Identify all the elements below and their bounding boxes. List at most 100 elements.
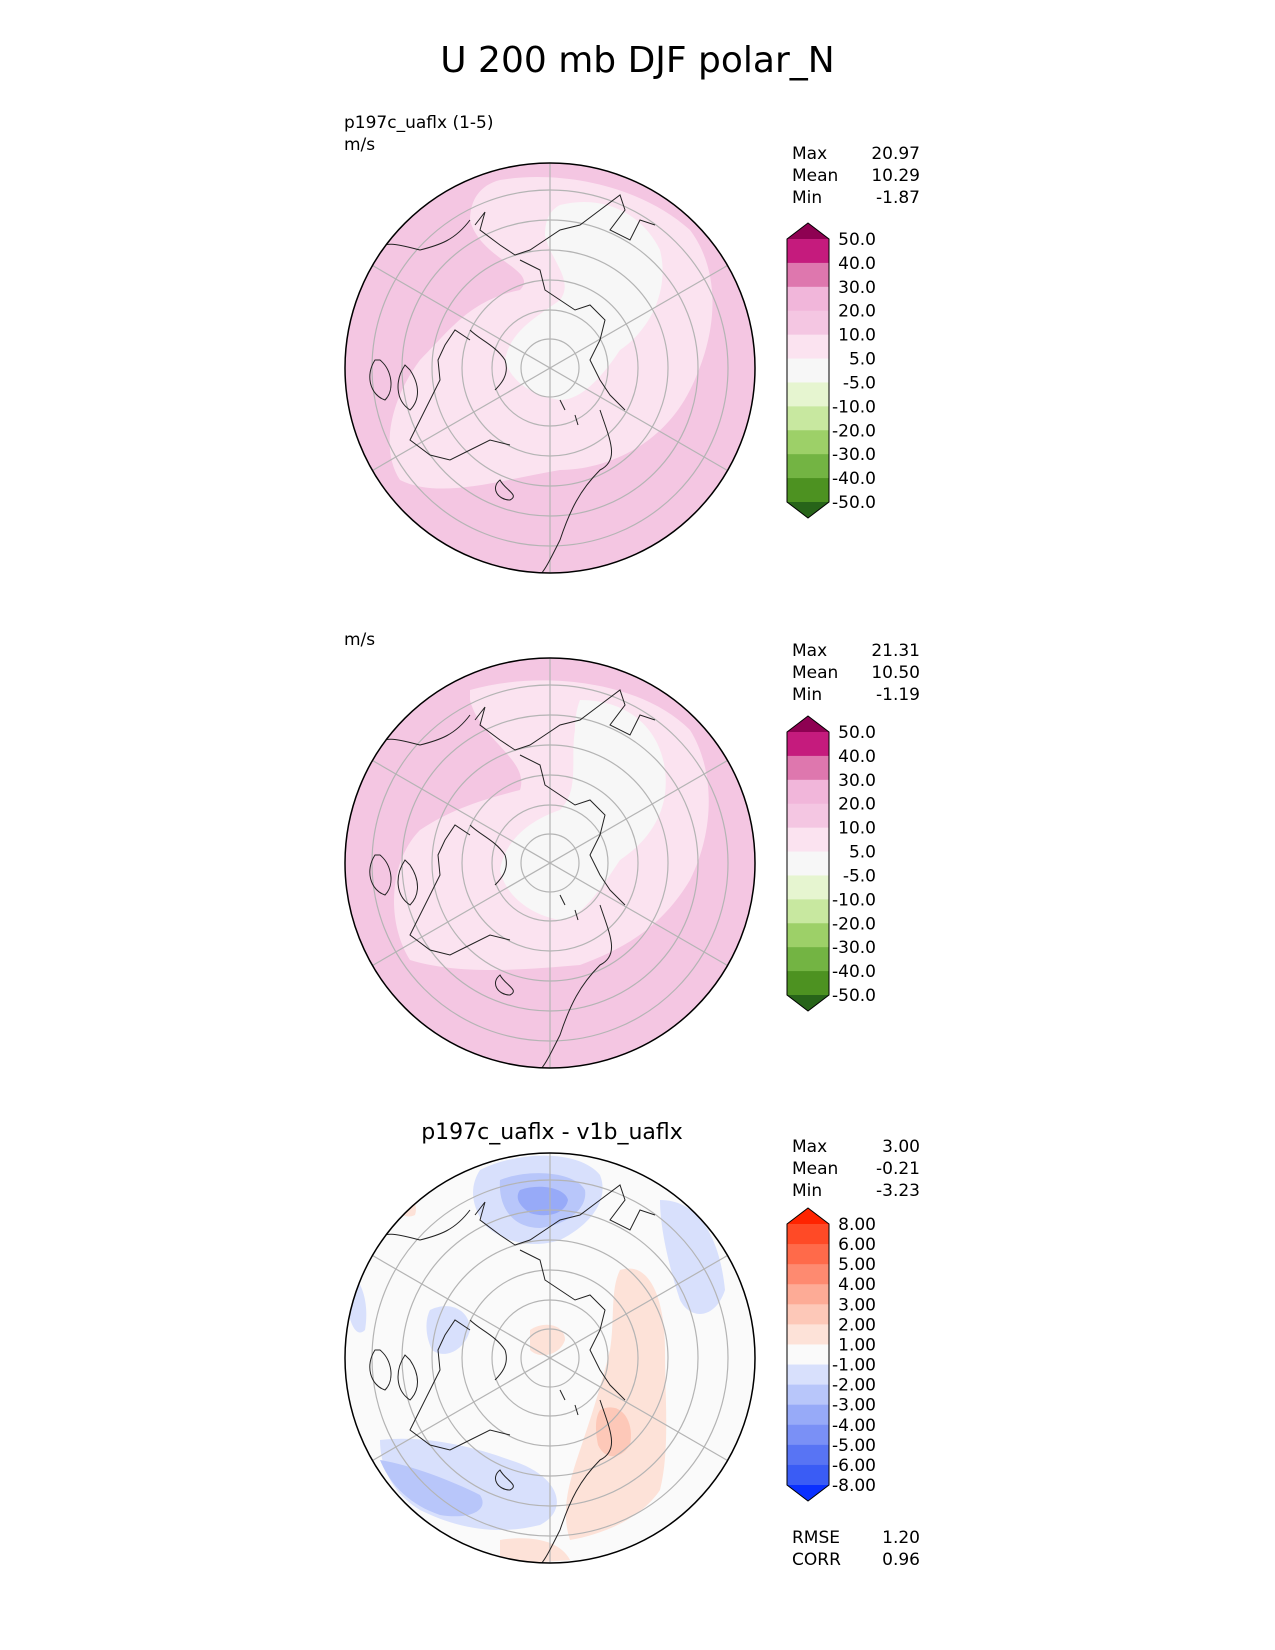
colorbar-swatch — [787, 851, 829, 876]
colorbar-swatch — [787, 1384, 829, 1406]
colorbar-swatch — [787, 827, 829, 853]
map-grid — [371, 658, 729, 1068]
colorbar-tick-label: -5.00 — [832, 1436, 876, 1456]
colorbar-tick-label: -40.0 — [832, 962, 876, 982]
polar-map-test — [344, 162, 756, 574]
colorbar-swatch — [787, 406, 829, 431]
colorbar-swatch — [787, 1224, 829, 1245]
colorbar-tick-label: -10.0 — [832, 397, 876, 417]
stats-box: Max 20.97 Mean 10.29 Min -1.87 — [792, 143, 920, 209]
colorbar-tick-label: -30.0 — [832, 445, 876, 465]
units-label: m/s — [344, 630, 376, 650]
stat-value: 21.31 — [871, 641, 920, 661]
colorbar-test: 50.0 40.0 30.0 20.0 10.0 5.0 -5.0 -10.0 -20.0 -30… — [786, 222, 876, 519]
colorbar-swatch — [787, 803, 829, 829]
difference-title: p197c_uaflx - v1b_uaflx — [421, 1120, 683, 1145]
map-grid — [371, 163, 729, 573]
colorbar-tick-label: 3.00 — [838, 1295, 876, 1315]
colorbar-tick-label: -4.00 — [832, 1416, 876, 1436]
colorbar-tick-label: -30.0 — [832, 938, 876, 958]
contour-region — [517, 1186, 568, 1216]
map-boundary — [344, 162, 756, 574]
colorbar-swatch — [787, 1344, 829, 1366]
colorbar-tick-label: -50.0 — [832, 493, 876, 513]
stat-min: Min -1.87 — [792, 187, 920, 209]
colorbar-tick-label: 1.00 — [838, 1335, 876, 1355]
colorbar-tick-label: -20.0 — [832, 914, 876, 934]
stat-label: Mean — [792, 663, 839, 683]
colorbar-tick-label: 6.00 — [838, 1235, 876, 1255]
colorbar-tick-label: -8.00 — [832, 1476, 876, 1496]
colorbar-swatch — [787, 239, 829, 264]
colorbar-tick-label: 30.0 — [838, 771, 876, 791]
stat-value: -1.19 — [876, 685, 920, 705]
colorbar-tick-label: -20.0 — [832, 421, 876, 441]
contour-region — [565, 1268, 667, 1540]
stat-label: Mean — [792, 166, 839, 186]
colorbar-tick-label: -3.00 — [832, 1396, 876, 1416]
stat-label: Min — [792, 188, 823, 208]
stat-value: 0.96 — [882, 1550, 920, 1570]
colorbar-tick-label: 4.00 — [838, 1275, 876, 1295]
map-grid — [371, 1153, 729, 1563]
stat-max: Max 3.00 — [792, 1136, 920, 1158]
stat-label: Min — [792, 1181, 823, 1201]
map-boundary — [344, 1152, 756, 1564]
stat-value: -1.87 — [876, 188, 920, 208]
colorbar-extend-bottom — [787, 502, 829, 518]
colorbar-swatch — [787, 1304, 829, 1325]
stat-label: Max — [792, 144, 828, 164]
stat-min: Min -3.23 — [792, 1180, 920, 1202]
contour-region — [595, 1407, 631, 1457]
colorbar-swatch — [787, 899, 829, 924]
colorbar-tick-label: -5.0 — [843, 866, 876, 886]
colorbar-swatch — [787, 875, 829, 900]
stat-value: 20.97 — [871, 144, 920, 164]
colorbar-swatch — [787, 430, 829, 455]
colorbar-tick-label: 40.0 — [838, 254, 876, 274]
colorbar-tick-label: 10.0 — [838, 819, 876, 839]
coastlines — [369, 689, 656, 1068]
colorbar-swatch — [787, 310, 829, 336]
colorbar-tick-label: 5.00 — [838, 1255, 876, 1275]
colorbar-extend-bottom — [787, 995, 829, 1011]
contour-region — [500, 700, 666, 920]
colorbar-tick-label: -10.0 — [832, 890, 876, 910]
colorbars: 50.0 40.0 30.0 20.0 10.0 5.0 -5.0 -10.0 -20.0 -30… — [786, 222, 876, 1502]
colorbar-swatch — [787, 1364, 829, 1386]
colorbar-swatch — [787, 971, 829, 996]
colorbar-extend-top — [787, 1208, 829, 1224]
colorbar-tick-label: 2.00 — [838, 1315, 876, 1335]
stat-value: 10.29 — [871, 166, 920, 186]
colorbar-tick-label: 30.0 — [838, 278, 876, 298]
stat-label: Max — [792, 1137, 828, 1157]
colorbar-swatch — [787, 779, 829, 805]
coastlines — [369, 194, 656, 573]
colorbar-outline — [786, 1207, 830, 1502]
colorbar-outline — [786, 222, 830, 519]
colorbar-tick-label: 5.0 — [849, 350, 876, 370]
units-label: m/s — [344, 135, 376, 155]
stat-mean: Mean 10.50 — [792, 662, 920, 684]
colorbar-extend-top — [787, 223, 829, 239]
stat-value: -3.23 — [876, 1181, 920, 1201]
colorbar-swatch — [787, 454, 829, 479]
colorbar-tick-label: -40.0 — [832, 469, 876, 489]
colorbar-swatch — [787, 947, 829, 972]
colorbar-swatch — [787, 755, 829, 781]
case-label: p197c_uaflx (1-5) — [344, 113, 494, 133]
colorbar-swatch — [787, 1444, 829, 1466]
stats-box: Max 3.00 Mean -0.21 Min -3.23 — [792, 1136, 920, 1202]
colorbar-swatch — [787, 478, 829, 503]
colorbar-swatch — [787, 1424, 829, 1446]
colorbar-extend-top — [787, 716, 829, 732]
contour-region — [505, 202, 663, 400]
colorbar-swatch — [787, 732, 829, 757]
stat-label: RMSE — [792, 1528, 841, 1548]
colorbar-tick-label: -1.00 — [832, 1356, 876, 1376]
stat-max: Max 20.97 — [792, 143, 920, 165]
colorbar-swatch — [787, 1324, 829, 1345]
